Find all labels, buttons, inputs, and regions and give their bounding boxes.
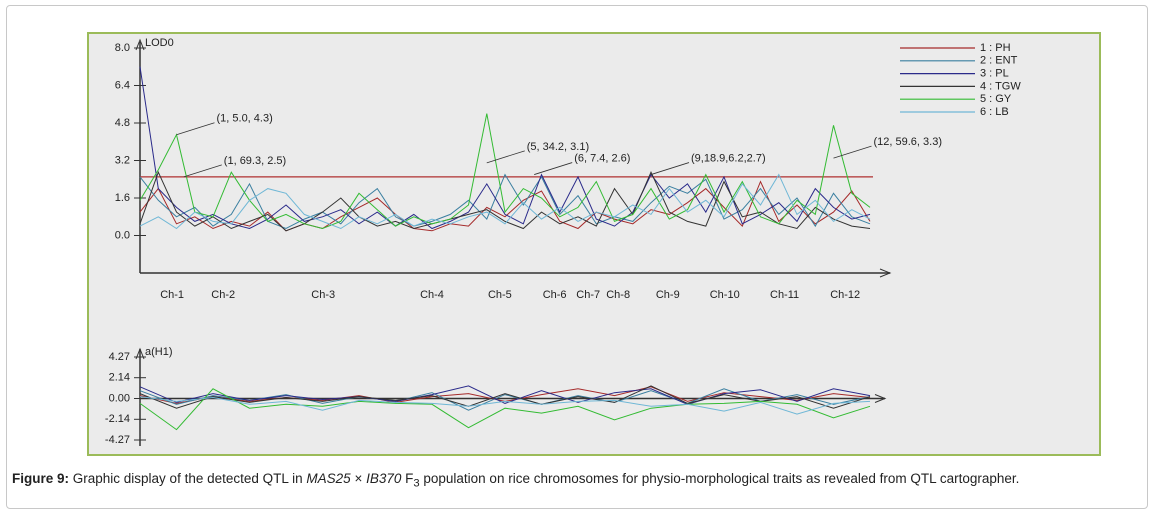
x-tick-label: Ch-10 <box>710 289 740 301</box>
legend-label: 1 : PH <box>980 42 1011 54</box>
figure-panel <box>87 32 1101 456</box>
series-line <box>139 173 871 230</box>
y-tick-label: -4.27 <box>105 434 130 446</box>
annotation-leader <box>833 145 872 159</box>
annotation: (1, 69.3, 2.5) <box>224 155 286 167</box>
caption-sub: 3 <box>413 477 420 490</box>
caption-species: IB370 <box>366 471 402 486</box>
caption-text: F <box>401 471 414 486</box>
legend-label: 4 : TGW <box>980 80 1021 92</box>
x-tick-label: Ch-12 <box>830 289 860 301</box>
y-axis-label: a(H1) <box>145 346 173 358</box>
series-line <box>139 388 871 431</box>
y-tick-label: -2.14 <box>105 413 130 425</box>
x-tick-label: Ch-6 <box>543 289 567 301</box>
y-tick-label: 8.0 <box>115 42 130 54</box>
annotation-leader <box>650 162 690 175</box>
caption-label: Figure 9: <box>12 471 70 486</box>
x-tick-label: Ch-11 <box>770 289 799 301</box>
y-tick-label: 2.14 <box>109 372 130 384</box>
caption-text: Graphic display of the detected QTL in <box>69 471 307 486</box>
legend-label: 5 : GY <box>980 93 1012 105</box>
y-tick-label: 4.27 <box>109 351 130 363</box>
series-line <box>139 170 871 232</box>
y-tick-label: 4.8 <box>115 117 130 129</box>
y-tick-label: 3.2 <box>115 154 130 166</box>
x-tick-label: Ch-4 <box>420 289 444 301</box>
annotation: (9,18.9,6.2,2.7) <box>691 152 766 164</box>
caption-text: × <box>350 471 367 486</box>
x-tick-label: Ch-2 <box>211 289 235 301</box>
y-tick-label: 6.4 <box>115 79 130 91</box>
annotation: (12, 59.6, 3.3) <box>874 136 943 148</box>
legend-label: 3 : PL <box>980 68 1009 80</box>
legend-label: 6 : LB <box>980 106 1009 118</box>
annotation-leader <box>534 162 573 175</box>
figure: LOD0 0.0 1.6 3.2 4.8 6.4 8.0 Ch-1 Ch-2 Ch-3 Ch-4 Ch… <box>87 32 1101 456</box>
x-axis-arrow <box>879 268 892 278</box>
caption: Figure 9: Graphic display of the detecte… <box>12 471 1019 490</box>
annotation: (5, 34.2, 3.1) <box>527 141 589 153</box>
x-tick-label: Ch-5 <box>488 289 512 301</box>
x-tick-label: Ch-3 <box>311 289 335 301</box>
caption-text: population on rice chromosomes for physi… <box>419 471 1020 486</box>
series-line <box>139 66 871 230</box>
y-tick-label: 1.6 <box>115 192 130 204</box>
y-tick-label: 0.0 <box>115 229 130 241</box>
series-line <box>139 396 871 415</box>
annotation: (1, 5.0, 4.3) <box>217 113 273 125</box>
annotation-leader <box>486 150 525 164</box>
caption-species: MAS25 <box>306 471 351 486</box>
figure-frame <box>6 5 1148 509</box>
x-tick-label: Ch-1 <box>160 289 184 301</box>
series-line <box>139 173 871 230</box>
y-axis-arrow <box>135 38 145 51</box>
x-tick-label: Ch-9 <box>656 289 680 301</box>
x-tick-label: Ch-8 <box>606 289 630 301</box>
x-tick-label: Ch-7 <box>576 289 600 301</box>
legend-label: 2 : ENT <box>980 55 1018 67</box>
series-line <box>139 385 871 409</box>
series-line <box>139 385 871 405</box>
series-line <box>139 113 871 230</box>
y-tick-label: 0.00 <box>109 392 130 404</box>
annotation-leader <box>183 164 222 178</box>
y-axis-arrow <box>135 347 145 360</box>
annotation-leader <box>176 122 215 136</box>
annotation: (6, 7.4, 2.6) <box>574 152 630 164</box>
y-axis-label: LOD0 <box>145 37 174 49</box>
x-axis-arrow <box>874 394 887 403</box>
